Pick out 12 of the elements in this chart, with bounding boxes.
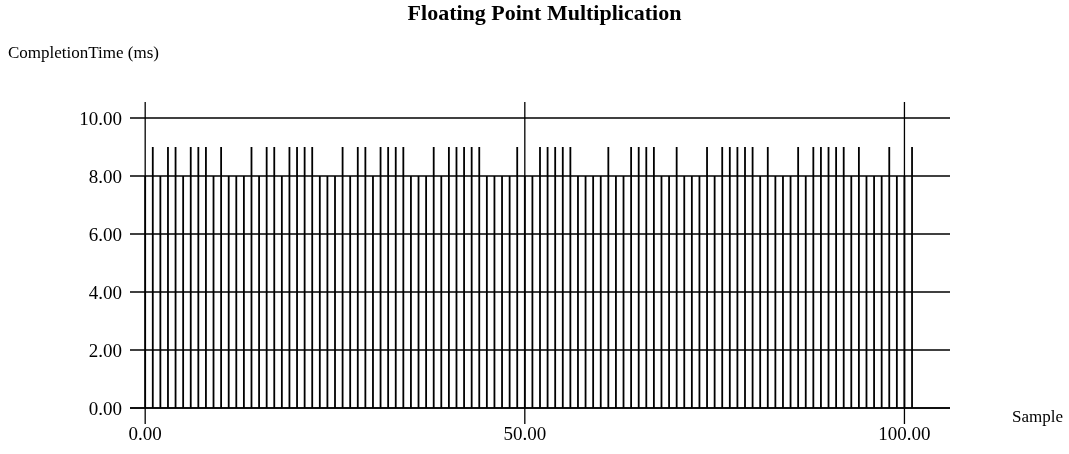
y-axis-title: CompletionTime (ms): [8, 43, 159, 62]
y-tick-label: 2.00: [88, 339, 122, 361]
chart-title: Floating Point Multiplication: [407, 0, 682, 25]
y-tick-label: 8.00: [88, 165, 122, 187]
y-tick-label: 6.00: [88, 223, 122, 245]
y-tick-label: 0.00: [88, 397, 122, 419]
x-tick-label: 100.00: [878, 423, 931, 444]
x-tick-label: 0.00: [128, 423, 162, 444]
y-tick-label: 10.00: [79, 107, 122, 129]
y-tick-label: 4.00: [88, 281, 122, 303]
x-axis-title: Sample: [1012, 407, 1063, 426]
x-tick-label: 50.00: [503, 423, 547, 444]
